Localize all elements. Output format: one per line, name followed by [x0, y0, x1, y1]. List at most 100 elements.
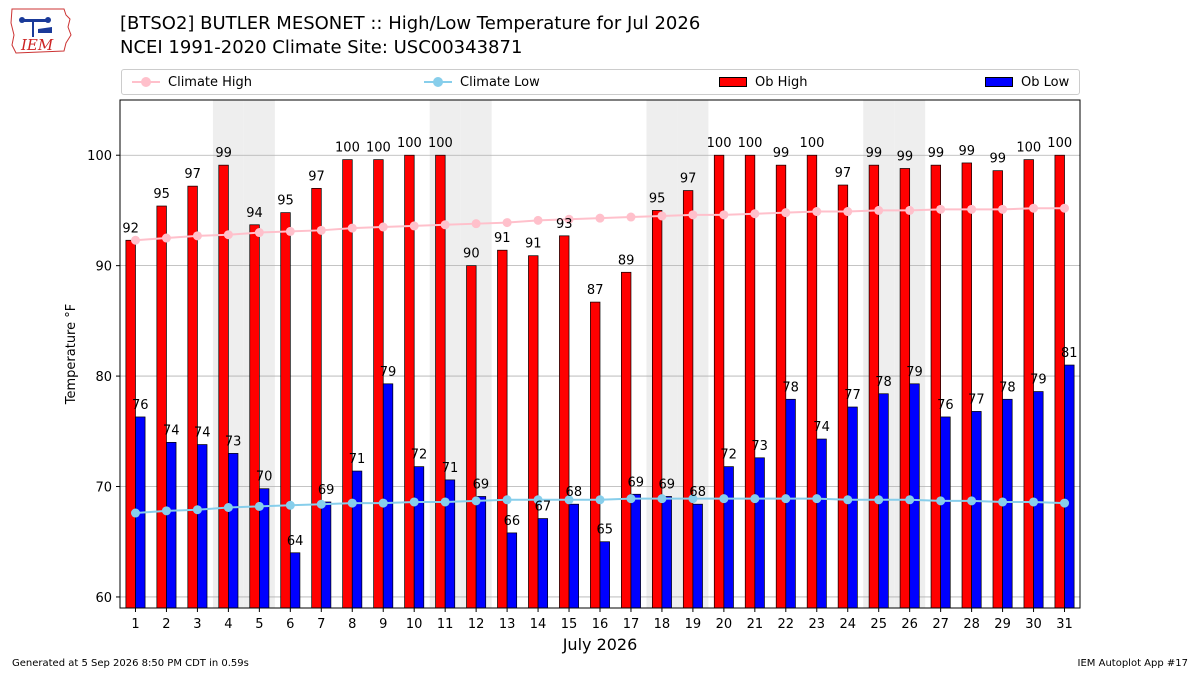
climate-high-point	[843, 207, 853, 217]
climate-high-point	[564, 214, 574, 224]
x-tick-label: 26	[901, 617, 918, 632]
ob-low-label: 64	[287, 534, 304, 549]
ob-low-bar	[723, 466, 734, 609]
ob-low-bar	[197, 444, 208, 609]
ob-low-label: 66	[504, 514, 521, 529]
x-tick-label: 7	[317, 617, 325, 632]
ob-low-label: 72	[720, 448, 737, 463]
ob-low-label: 78	[875, 375, 892, 390]
climate-low-point	[688, 494, 698, 504]
ob-high-label: 100	[1016, 141, 1041, 156]
x-tick-label: 29	[994, 617, 1011, 632]
ob-high-label: 95	[277, 194, 294, 209]
ob-high-label: 100	[335, 141, 360, 156]
climate-low-point	[378, 498, 388, 508]
ob-high-bar	[682, 190, 694, 609]
x-tick-label: 19	[685, 617, 702, 632]
ob-high-label: 99	[866, 146, 883, 161]
ob-low-bar	[630, 493, 641, 609]
x-tick-label: 28	[963, 617, 980, 632]
x-tick-label: 18	[654, 617, 671, 632]
ob-low-label: 77	[844, 388, 861, 403]
ob-high-bar	[156, 205, 167, 609]
ob-high-label: 99	[959, 144, 976, 159]
ob-low-bar	[166, 441, 177, 609]
climate-high-point	[595, 213, 605, 223]
climate-low-point	[254, 501, 264, 511]
ob-high-bar	[651, 210, 663, 609]
climate-low-point	[316, 499, 326, 509]
climate-high-point	[223, 230, 233, 240]
x-tick-label: 21	[747, 617, 764, 632]
x-tick-label: 20	[716, 617, 733, 632]
ob-low-bar	[971, 411, 982, 609]
ob-high-swatch	[719, 77, 747, 87]
ob-low-bar	[506, 532, 518, 609]
ob-high-bar	[621, 271, 632, 609]
x-tick-label: 15	[561, 617, 578, 632]
x-tick-label: 10	[406, 617, 423, 632]
ob-low-bar	[568, 503, 579, 609]
ob-low-label: 69	[627, 475, 644, 490]
ob-low-label: 81	[1061, 346, 1078, 361]
ob-high-label: 95	[153, 187, 170, 202]
climate-high-point	[254, 228, 264, 238]
climate-high-point	[409, 221, 419, 231]
x-tick-label: 24	[839, 617, 856, 632]
title-line-2: NCEI 1991-2020 Climate Site: USC00343871	[120, 37, 523, 58]
legend-label: Climate High	[168, 74, 253, 90]
ob-low-label: 68	[566, 485, 583, 500]
climate-low-point	[874, 495, 884, 505]
ob-low-bar	[413, 466, 425, 609]
x-tick-label: 25	[870, 617, 887, 632]
ob-high-label: 95	[649, 191, 666, 206]
legend-label: Ob High	[755, 74, 808, 90]
ob-high-label: 100	[738, 136, 763, 151]
ob-high-label: 92	[122, 221, 139, 236]
y-axis-label: Temperature °F	[64, 304, 79, 405]
x-tick-label: 3	[193, 617, 201, 632]
climate-high-point	[347, 223, 357, 233]
climate-low-point	[967, 496, 977, 506]
climate-low-point	[905, 495, 915, 505]
ob-high-bar	[930, 164, 941, 609]
climate-low-point	[161, 506, 171, 516]
climate-low-point	[998, 497, 1008, 507]
ob-high-label: 97	[835, 166, 852, 181]
ob-low-bar	[940, 416, 951, 609]
climate-low-point	[936, 496, 946, 506]
ob-high-label: 89	[618, 253, 635, 268]
climate-high-point	[1029, 203, 1039, 213]
ob-low-label: 76	[132, 398, 149, 413]
ob-low-label: 78	[782, 380, 799, 395]
climate-high-point	[719, 210, 729, 220]
ob-low-bar	[599, 541, 610, 609]
ob-low-bar	[847, 406, 858, 609]
climate-high-point	[192, 231, 202, 241]
x-tick-label: 30	[1025, 617, 1042, 632]
ob-low-bar	[351, 470, 363, 609]
ob-low-bar	[475, 496, 487, 609]
ob-high-bar	[311, 187, 322, 609]
ob-low-bar	[754, 457, 765, 609]
climate-low-point	[781, 494, 791, 504]
ob-low-label: 79	[380, 365, 397, 380]
ob-low-bar	[537, 518, 549, 609]
climate-low-swatch	[424, 77, 452, 87]
y-tick-label: 100	[87, 149, 112, 164]
climate-low-point	[719, 494, 729, 504]
y-tick-label: 80	[95, 370, 112, 385]
ob-low-label: 67	[535, 500, 552, 515]
ob-low-label: 78	[999, 380, 1016, 395]
x-tick-label: 8	[348, 617, 356, 632]
ob-high-label: 100	[397, 136, 422, 151]
x-tick-label: 27	[932, 617, 949, 632]
legend-climate-low: Climate Low	[424, 70, 540, 94]
ob-low-label: 68	[689, 485, 706, 500]
climate-low-point	[409, 497, 419, 507]
ob-high-bar	[961, 162, 972, 609]
ob-high-label: 100	[1047, 136, 1072, 151]
climate-low-point	[347, 498, 357, 508]
y-tick-label: 90	[95, 260, 112, 275]
